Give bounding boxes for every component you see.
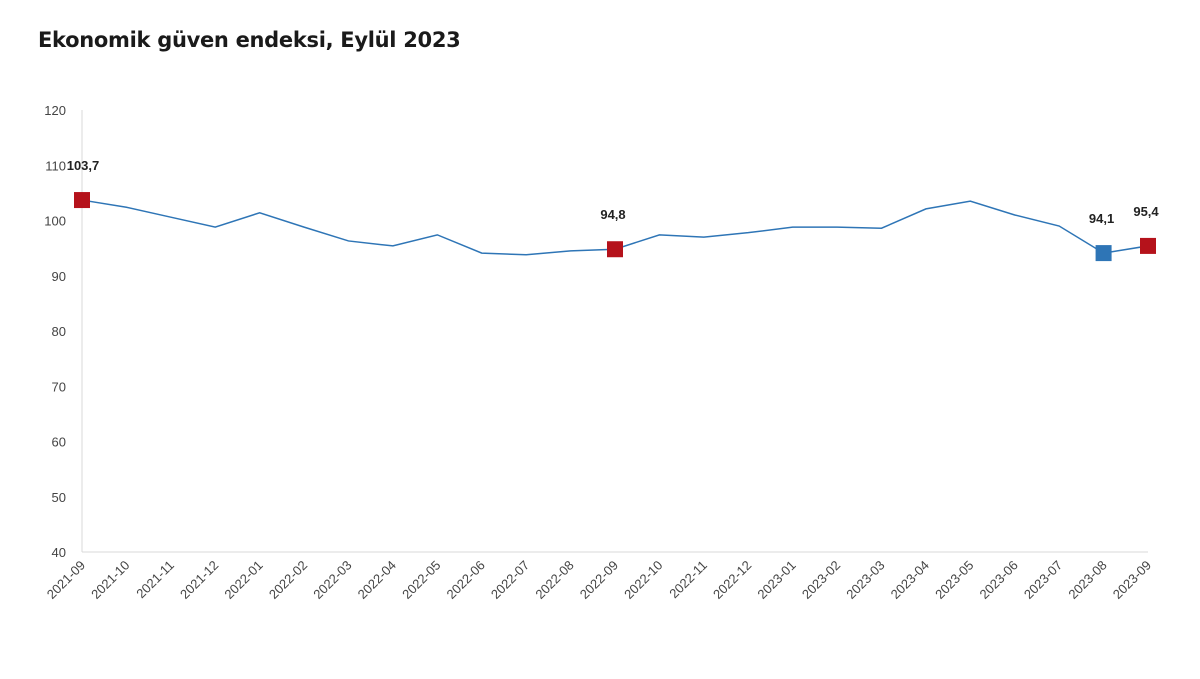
x-tick-label: 2022-10 (621, 558, 665, 602)
y-tick-label: 120 (44, 103, 66, 118)
data-point-marker (607, 241, 623, 258)
x-tick-label: 2023-01 (754, 558, 798, 602)
x-tick-label: 2023-06 (977, 558, 1021, 602)
x-tick-label: 2022-05 (399, 558, 443, 602)
x-tick-label: 2022-06 (444, 558, 488, 602)
x-tick-label: 2023-08 (1065, 558, 1109, 602)
y-tick-label: 70 (52, 379, 66, 394)
y-tick-label: 40 (52, 545, 66, 560)
x-tick-label: 2021-12 (177, 558, 221, 602)
x-tick-label: 2022-09 (577, 558, 621, 602)
x-tick-label: 2022-07 (488, 558, 532, 602)
x-tick-label: 2022-04 (355, 558, 399, 602)
x-tick-label: 2022-11 (666, 558, 710, 602)
x-tick-label: 2023-07 (1021, 558, 1065, 602)
data-label: 94,8 (600, 207, 625, 222)
data-point-marker (74, 192, 90, 209)
x-tick-label: 2023-05 (932, 558, 976, 602)
x-tick-label: 2023-09 (1110, 558, 1154, 602)
x-tick-label: 2023-03 (843, 558, 887, 602)
x-tick-label: 2021-09 (44, 558, 88, 602)
y-tick-label: 90 (52, 269, 66, 284)
x-tick-label: 2022-12 (710, 558, 754, 602)
data-point-marker (1095, 245, 1112, 262)
y-tick-label: 50 (52, 490, 66, 505)
x-tick-label: 2022-01 (221, 558, 265, 602)
data-label: 103,7 (67, 158, 100, 173)
x-tick-label: 2023-04 (888, 558, 932, 602)
y-tick-label: 100 (44, 214, 66, 229)
data-point-marker (1140, 237, 1156, 254)
x-tick-label: 2021-10 (88, 558, 132, 602)
y-tick-label: 60 (52, 435, 66, 450)
x-tick-label: 2021-11 (133, 558, 177, 602)
x-tick-label: 2022-02 (266, 558, 310, 602)
data-label: 94,1 (1089, 211, 1114, 226)
x-tick-label: 2023-02 (799, 558, 843, 602)
x-tick-label: 2022-03 (310, 558, 354, 602)
y-tick-label: 80 (52, 324, 66, 339)
y-tick-label: 110 (45, 158, 66, 173)
chart-title: Ekonomik güven endeksi, Eylül 2023 (38, 28, 461, 52)
x-tick-label: 2022-08 (532, 558, 576, 602)
data-label: 95,4 (1133, 204, 1159, 219)
